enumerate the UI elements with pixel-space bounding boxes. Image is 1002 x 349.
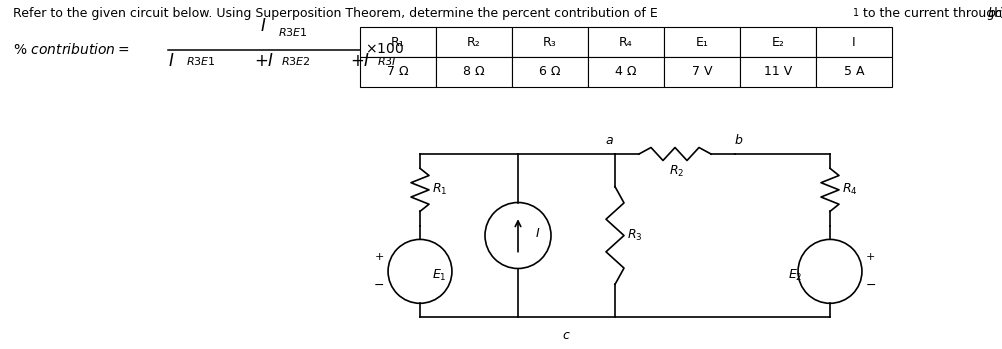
- Text: $\mathit{R3E2}$: $\mathit{R3E2}$: [281, 55, 311, 67]
- Bar: [816, 57, 891, 87]
- Text: $E_2$: $E_2$: [788, 268, 802, 283]
- Text: $a$: $a$: [604, 134, 613, 147]
- Text: $\mathit{+I}$: $\mathit{+I}$: [350, 52, 370, 70]
- Text: R₄: R₄: [618, 36, 632, 49]
- Text: $I$: $I$: [534, 227, 540, 240]
- Bar: [436, 27, 511, 57]
- Text: E₂: E₂: [771, 36, 784, 49]
- Text: R₂: R₂: [467, 36, 480, 49]
- Bar: [663, 27, 739, 57]
- Text: R₃: R₃: [543, 36, 556, 49]
- Text: $c$: $c$: [561, 329, 570, 342]
- Bar: [360, 27, 436, 57]
- Text: $\times 100$: $\times 100$: [365, 42, 404, 56]
- Bar: [816, 27, 891, 57]
- Text: I: I: [852, 36, 855, 49]
- Bar: [587, 27, 663, 57]
- Text: $\mathit{+I}$: $\mathit{+I}$: [254, 52, 275, 70]
- Text: $R_2$: $R_2$: [668, 164, 684, 179]
- Text: +: +: [375, 252, 384, 262]
- Bar: [739, 57, 816, 87]
- Text: $R_4$: $R_4$: [841, 182, 857, 198]
- Bar: [511, 27, 587, 57]
- Text: bc: bc: [987, 7, 1002, 20]
- Text: $R_1$: $R_1$: [432, 182, 447, 198]
- Text: +: +: [865, 252, 875, 262]
- Text: Refer to the given circuit below. Using Superposition Theorem, determine the per: Refer to the given circuit below. Using …: [13, 7, 657, 20]
- Text: 8 Ω: 8 Ω: [463, 66, 484, 79]
- Text: $\mathit{R3E1}$: $\mathit{R3E1}$: [278, 26, 308, 38]
- Text: $R_3$: $R_3$: [626, 228, 642, 243]
- Text: $b$: $b$: [733, 133, 742, 147]
- Text: 7 Ω: 7 Ω: [387, 66, 409, 79]
- Text: 7 V: 7 V: [691, 66, 711, 79]
- Text: $\mathit{R3I}$: $\mathit{R3I}$: [377, 55, 397, 67]
- Bar: [436, 57, 511, 87]
- Text: $\mathit{I}$: $\mathit{I}$: [260, 17, 267, 35]
- Text: $\mathit{R3E1}$: $\mathit{R3E1}$: [185, 55, 215, 67]
- Text: $E_1$: $E_1$: [432, 268, 446, 283]
- Bar: [663, 57, 739, 87]
- Bar: [587, 57, 663, 87]
- Text: 1: 1: [852, 8, 858, 18]
- Text: to the current through R3 (I: to the current through R3 (I: [858, 7, 1002, 20]
- Bar: [739, 27, 816, 57]
- Text: E₁: E₁: [694, 36, 707, 49]
- Text: 6 Ω: 6 Ω: [539, 66, 560, 79]
- Text: ).: ).: [999, 7, 1002, 20]
- Text: 4 Ω: 4 Ω: [614, 66, 636, 79]
- Text: −: −: [865, 279, 876, 292]
- Text: 5 A: 5 A: [843, 66, 864, 79]
- Text: −: −: [373, 279, 384, 292]
- Bar: [511, 57, 587, 87]
- Text: 11 V: 11 V: [764, 66, 792, 79]
- Text: R₁: R₁: [391, 36, 405, 49]
- Text: $\mathit{I}$: $\mathit{I}$: [167, 52, 174, 70]
- Bar: [360, 57, 436, 87]
- Text: $\mathit{\%\ contribution} =$: $\mathit{\%\ contribution} =$: [13, 42, 129, 57]
